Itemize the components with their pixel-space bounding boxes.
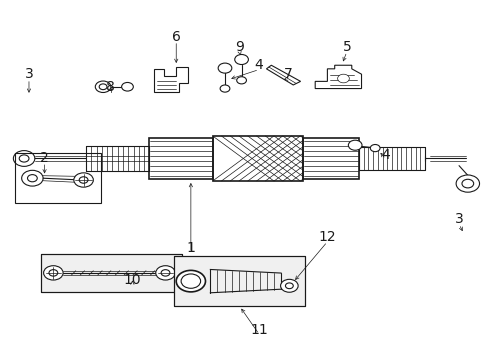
Text: 11: 11 bbox=[250, 323, 267, 337]
Bar bbox=[149, 138, 212, 179]
Text: 8: 8 bbox=[106, 80, 115, 94]
Circle shape bbox=[122, 82, 133, 91]
Text: 3: 3 bbox=[24, 67, 33, 81]
Circle shape bbox=[218, 63, 231, 73]
Text: 3: 3 bbox=[454, 212, 463, 226]
Circle shape bbox=[21, 170, 43, 186]
Circle shape bbox=[79, 177, 88, 183]
Circle shape bbox=[369, 144, 379, 152]
Bar bbox=[15, 153, 101, 203]
Text: 10: 10 bbox=[123, 273, 141, 287]
Bar bbox=[173, 256, 305, 306]
Bar bbox=[173, 256, 305, 306]
Bar bbox=[41, 254, 182, 292]
Circle shape bbox=[13, 150, 35, 166]
Circle shape bbox=[455, 175, 479, 192]
Circle shape bbox=[337, 74, 348, 83]
Circle shape bbox=[43, 266, 63, 280]
Circle shape bbox=[156, 266, 175, 280]
Circle shape bbox=[461, 179, 473, 188]
Text: 4: 4 bbox=[254, 58, 263, 72]
Circle shape bbox=[95, 81, 111, 93]
Circle shape bbox=[49, 270, 58, 276]
Text: 1: 1 bbox=[186, 241, 195, 255]
Circle shape bbox=[347, 140, 361, 150]
Circle shape bbox=[236, 77, 246, 84]
Circle shape bbox=[234, 54, 248, 64]
Circle shape bbox=[220, 85, 229, 92]
Text: 5: 5 bbox=[342, 40, 350, 54]
Text: 7: 7 bbox=[284, 67, 292, 81]
Bar bbox=[303, 138, 358, 179]
Text: 12: 12 bbox=[318, 230, 336, 244]
Circle shape bbox=[280, 279, 298, 292]
Text: 9: 9 bbox=[235, 40, 244, 54]
Circle shape bbox=[27, 175, 37, 182]
Bar bbox=[212, 136, 303, 181]
Text: 4: 4 bbox=[381, 148, 389, 162]
Text: 2: 2 bbox=[40, 152, 49, 166]
Circle shape bbox=[176, 270, 205, 292]
Circle shape bbox=[19, 155, 29, 162]
Circle shape bbox=[181, 274, 200, 288]
Circle shape bbox=[99, 84, 107, 90]
Bar bbox=[41, 254, 182, 292]
Circle shape bbox=[74, 173, 93, 187]
Circle shape bbox=[285, 283, 293, 289]
Circle shape bbox=[161, 270, 169, 276]
Text: 6: 6 bbox=[171, 30, 180, 44]
